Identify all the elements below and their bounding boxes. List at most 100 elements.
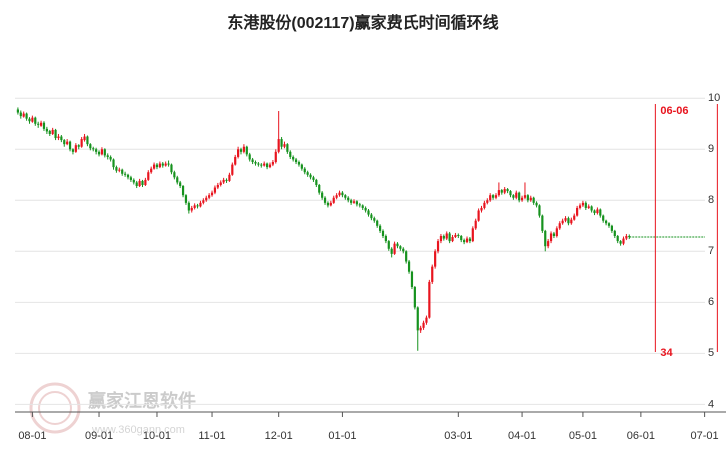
candle-body [471, 228, 474, 242]
candle-body [124, 173, 127, 175]
candle-body [300, 164, 303, 169]
candle-body [491, 195, 495, 198]
candle-body [28, 118, 31, 122]
candle-body [260, 164, 263, 166]
candle-body [390, 248, 393, 254]
candle-body [587, 206, 590, 208]
candle-body [118, 169, 121, 171]
candle-body [222, 179, 225, 183]
candle-body [350, 200, 353, 203]
candle-body [95, 149, 98, 152]
candle-body [477, 210, 480, 221]
candle-body [289, 151, 292, 157]
y-tick-label: 4 [708, 398, 714, 410]
candle-body [590, 206, 593, 211]
candle-body [112, 159, 115, 168]
candle-body [604, 220, 608, 224]
candle-body [541, 215, 544, 231]
candle-body [405, 251, 408, 262]
candle-body [483, 202, 486, 208]
candle-body [208, 195, 211, 198]
candle-body [274, 151, 277, 163]
candle-body [526, 195, 529, 201]
candle-body [48, 130, 51, 134]
candle-body [364, 207, 367, 211]
candle-body [576, 207, 579, 216]
y-tick-label: 10 [708, 92, 720, 104]
candle-body [170, 164, 173, 173]
candle-body [193, 205, 196, 208]
candle-body [436, 241, 440, 252]
candle-body [179, 182, 182, 187]
candle-body [245, 146, 248, 155]
candle-body [109, 156, 112, 160]
candle-body [555, 228, 558, 236]
candle-body [181, 186, 185, 196]
candle-body [413, 287, 416, 308]
candle-body [489, 195, 492, 201]
candle-body [607, 223, 611, 226]
candle-body [457, 234, 460, 236]
candle-body [602, 215, 605, 221]
candle-body [237, 149, 240, 157]
candle-body [135, 182, 138, 187]
candle-body [419, 327, 422, 331]
x-tick-label: 06-01 [627, 430, 655, 442]
candle-body [318, 184, 321, 193]
candle-body [271, 162, 274, 165]
candle-body [338, 192, 341, 196]
candle-body [213, 187, 217, 193]
candle-body [309, 174, 312, 178]
candle-body [242, 146, 246, 152]
candle-body [155, 164, 159, 168]
cycle-date: 06-06 [660, 105, 688, 117]
candle-body [92, 148, 95, 150]
candle-body [265, 163, 269, 168]
candle-body [509, 191, 512, 196]
candle-body [347, 197, 350, 201]
candle-body [425, 317, 428, 323]
y-tick-label: 6 [708, 296, 714, 308]
candle-body [321, 192, 324, 198]
candle-body [239, 149, 243, 152]
candle-body [410, 271, 414, 288]
candle-body [341, 192, 344, 196]
candle-body [593, 210, 596, 214]
candle-body [225, 179, 228, 181]
candle-body [106, 155, 109, 157]
candle-body [164, 163, 167, 166]
candle-body [129, 177, 133, 180]
candle-body [158, 163, 161, 168]
y-tick-label: 9 [708, 143, 714, 155]
y-tick-label: 5 [708, 347, 714, 359]
candle-body [86, 136, 89, 145]
candle-body [463, 240, 466, 243]
candle-body [51, 129, 54, 134]
x-tick-label: 10-01 [143, 430, 171, 442]
candle-body [286, 144, 289, 152]
candle-body [263, 163, 266, 166]
candle-body [100, 149, 104, 155]
candle-body [486, 200, 489, 203]
candle-body [216, 184, 219, 188]
candle-body [219, 182, 222, 185]
candle-body [352, 201, 356, 203]
candle-body [37, 123, 40, 125]
candle-body [268, 164, 272, 168]
candle-body [297, 162, 301, 165]
candle-body [190, 207, 193, 211]
candle-body [567, 218, 570, 224]
candle-body [248, 154, 251, 160]
candle-body [294, 159, 298, 163]
candle-body [520, 197, 524, 201]
candle-body [613, 230, 616, 236]
candle-body [161, 163, 164, 166]
candle-body [561, 220, 564, 224]
x-tick-label: 05-01 [569, 430, 597, 442]
candle-body [367, 210, 370, 215]
candle-body [97, 151, 101, 155]
candle-body [503, 189, 506, 193]
candle-body [384, 236, 387, 242]
candle-body [257, 163, 260, 165]
